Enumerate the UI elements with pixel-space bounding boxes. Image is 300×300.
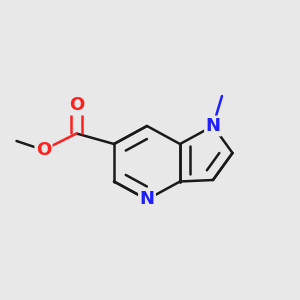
Text: N: N [206, 117, 220, 135]
Text: N: N [140, 190, 154, 208]
Text: O: O [36, 141, 51, 159]
Text: O: O [69, 96, 84, 114]
